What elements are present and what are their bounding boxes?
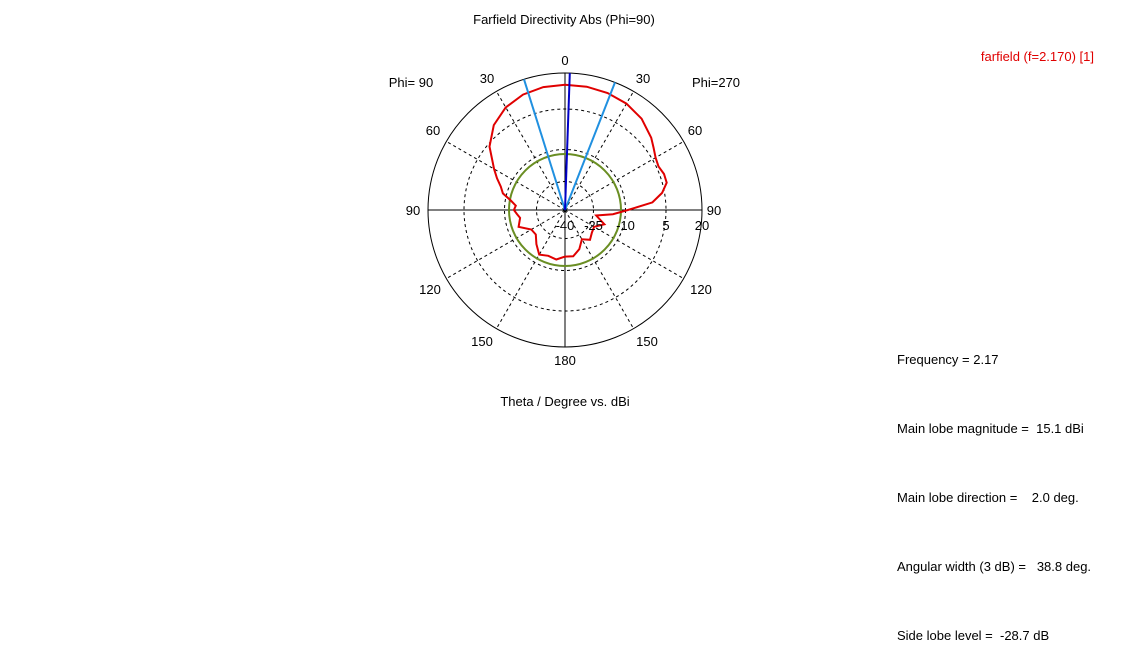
beam-width-line-right — [564, 82, 616, 211]
radial-tick-label: 5 — [662, 218, 669, 233]
grid-spoke — [564, 209, 684, 279]
radial-tick-label: -40 — [556, 218, 575, 233]
info-angular-width: Angular width (3 dB) = 38.8 deg. — [897, 559, 1092, 574]
beam-width-line-left — [523, 79, 566, 211]
info-panel: Frequency = 2.17 Main lobe magnitude = 1… — [897, 302, 1091, 670]
radial-tick-label: 20 — [695, 218, 709, 233]
radial-tick-label: -10 — [616, 218, 635, 233]
polar-grid — [427, 72, 703, 348]
grid-spoke — [446, 141, 566, 211]
angle-label-60-left: 60 — [426, 123, 440, 138]
angle-label-120-left: 120 — [419, 282, 441, 297]
grid-spoke — [564, 91, 634, 211]
grid-spoke — [496, 209, 566, 329]
angle-label-90-left: 90 — [406, 203, 420, 218]
main-lobe-direction-line — [564, 73, 571, 211]
threshold-circle — [508, 153, 622, 267]
radial-tick-label: -25 — [584, 218, 603, 233]
info-main-lobe-magnitude: Main lobe magnitude = 15.1 dBi — [897, 421, 1084, 436]
angle-label-150-left: 150 — [471, 334, 493, 349]
grid-spoke — [564, 209, 634, 329]
series-line-farfield — [488, 83, 668, 261]
info-side-lobe-level: Side lobe level = -28.7 dB — [897, 628, 1050, 643]
info-main-lobe-direction: Main lobe direction = 2.0 deg. — [897, 490, 1079, 505]
angle-label-0: 0 — [561, 53, 568, 68]
radial-tick-labels: -40 -25 -10 5 20 — [556, 218, 710, 233]
grid-spoke — [564, 141, 684, 211]
chart-title: Farfield Directivity Abs (Phi=90) — [473, 12, 655, 27]
angle-label-120-right: 120 — [690, 282, 712, 297]
grid-spoke — [496, 91, 566, 211]
grid-spoke — [446, 209, 566, 279]
angle-label-30-left: 30 — [480, 71, 494, 86]
angle-label-90-right: 90 — [707, 203, 721, 218]
info-frequency: Frequency = 2.17 — [897, 352, 999, 367]
phi-right-label: Phi=270 — [692, 75, 740, 90]
polar-chart: Farfield Directivity Abs (Phi=90) 0 30 3… — [389, 12, 1094, 409]
x-axis-label: Theta / Degree vs. dBi — [500, 394, 629, 409]
angle-label-30-right: 30 — [636, 71, 650, 86]
angle-label-180: 180 — [554, 353, 576, 368]
phi-left-label: Phi= 90 — [389, 75, 433, 90]
angle-label-150-right: 150 — [636, 334, 658, 349]
angle-label-60-right: 60 — [688, 123, 702, 138]
legend-entry: farfield (f=2.170) [1] — [981, 49, 1094, 64]
